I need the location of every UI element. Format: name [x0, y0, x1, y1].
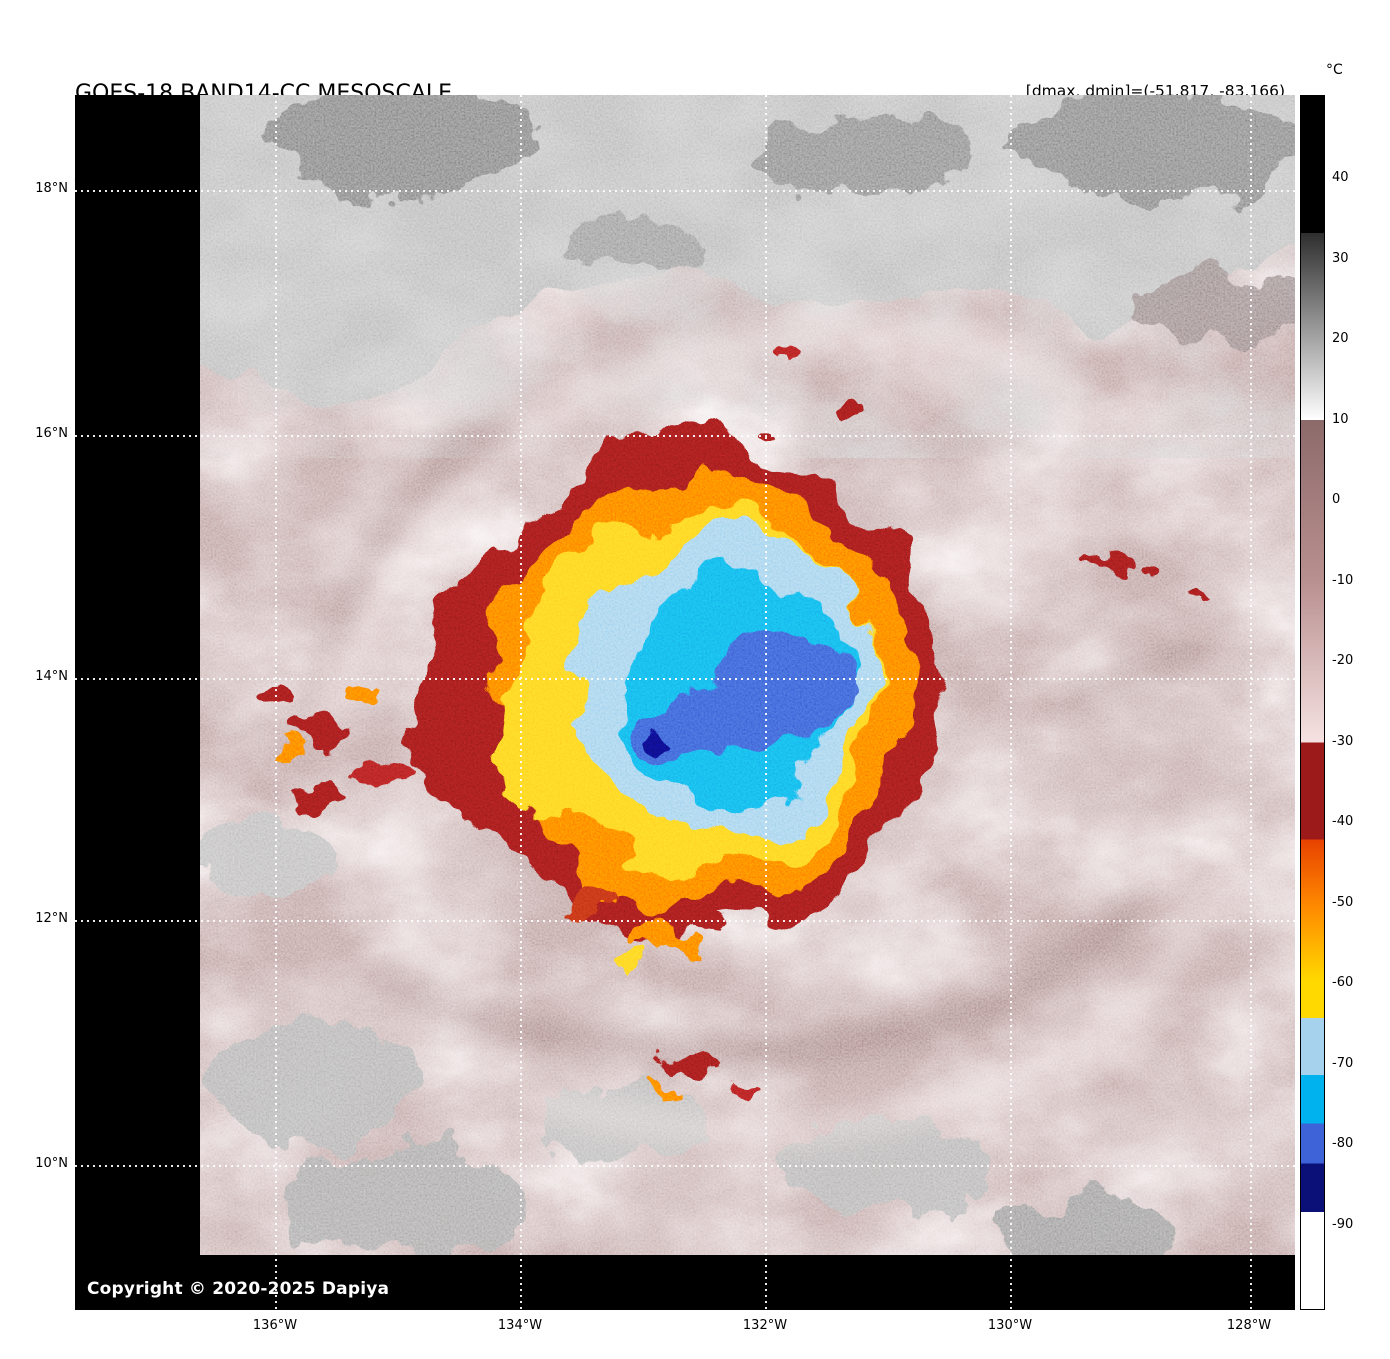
cb-tick: -30 — [1332, 734, 1354, 749]
cb-tick: -20 — [1332, 653, 1354, 668]
satellite-data-region — [200, 95, 1295, 1255]
gridline-lon-136w — [275, 95, 277, 1310]
gridline-lat-18n — [75, 190, 1295, 192]
gridline-lon-132w — [765, 95, 767, 1310]
lat-label-16n: 16°N — [35, 426, 68, 441]
cb-tick: -10 — [1332, 573, 1354, 588]
gridline-lat-12n — [75, 920, 1295, 922]
colorbar-unit-label: °C — [1326, 62, 1343, 78]
lat-label-10n: 10°N — [35, 1156, 68, 1171]
copyright-text: Copyright © 2020-2025 Dapiya — [87, 1279, 390, 1299]
cb-tick: -50 — [1332, 895, 1354, 910]
map-plot-area: Copyright © 2020-2025 Dapiya — [75, 95, 1295, 1310]
cb-tick: -90 — [1332, 1217, 1354, 1232]
cb-tick: -60 — [1332, 975, 1354, 990]
cb-tick: -70 — [1332, 1056, 1354, 1071]
lat-label-14n: 14°N — [35, 669, 68, 684]
cb-tick: 0 — [1332, 492, 1341, 507]
gridline-lon-128w — [1250, 95, 1252, 1310]
lon-label-128w: 128°W — [1226, 1318, 1272, 1333]
lon-label-130w: 130°W — [987, 1318, 1033, 1333]
cb-tick: 20 — [1332, 331, 1349, 346]
cb-tick: 30 — [1332, 251, 1349, 266]
satellite-image — [75, 95, 1295, 1310]
cb-tick: 10 — [1332, 412, 1349, 427]
cb-tick: -80 — [1332, 1136, 1354, 1151]
lon-label-134w: 134°W — [497, 1318, 543, 1333]
lon-label-132w: 132°W — [742, 1318, 788, 1333]
temperature-colorbar — [1300, 95, 1325, 1310]
gridline-lon-134w — [520, 95, 522, 1310]
grain-overlay — [200, 95, 1295, 1255]
lat-label-12n: 12°N — [35, 911, 68, 926]
gridline-lat-14n — [75, 678, 1295, 680]
gridline-lat-16n — [75, 435, 1295, 437]
lon-label-136w: 136°W — [252, 1318, 298, 1333]
gridline-lon-130w — [1010, 95, 1012, 1310]
colorbar-tick-labels: 40 30 20 10 0 -10 -20 -30 -40 -50 -60 -7… — [1332, 95, 1388, 1310]
gridline-lat-10n — [75, 1165, 1295, 1167]
lat-label-18n: 18°N — [35, 181, 68, 196]
cb-tick: -40 — [1332, 814, 1354, 829]
cb-tick: 40 — [1332, 170, 1349, 185]
